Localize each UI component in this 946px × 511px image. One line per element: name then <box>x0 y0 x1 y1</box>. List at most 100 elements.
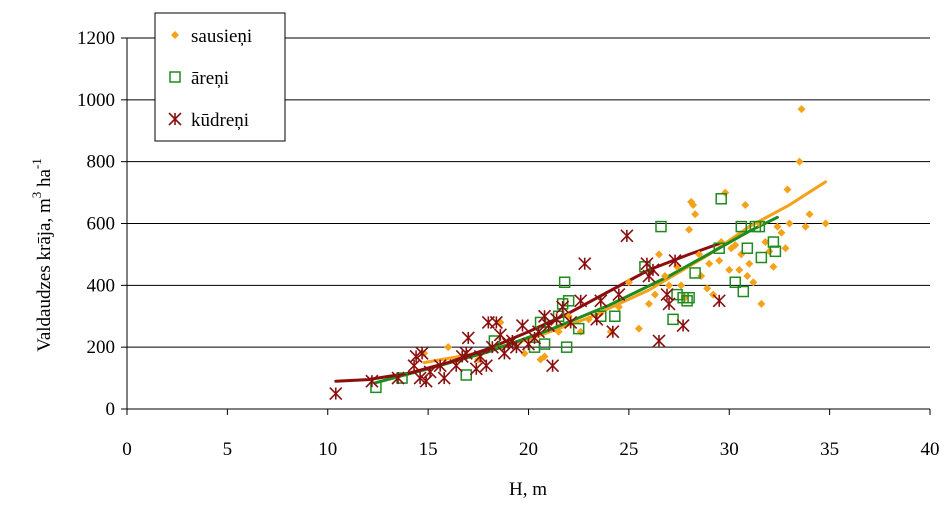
y-axis-label-unit: ha <box>34 169 55 192</box>
point-2-39 <box>594 294 608 308</box>
point-0-13 <box>614 302 623 311</box>
point-2-10 <box>437 371 451 385</box>
point-2-0 <box>329 386 343 401</box>
point-2-8 <box>423 365 437 379</box>
point-0-7 <box>554 327 563 336</box>
x-tick-label-5: 5 <box>223 439 233 460</box>
point-1-30 <box>753 220 766 233</box>
point-2-6 <box>415 346 429 360</box>
point-2-29 <box>531 325 546 339</box>
point-1-14 <box>609 310 621 322</box>
point-1-2 <box>460 369 473 381</box>
point-1-10 <box>560 341 573 353</box>
point-1-25 <box>729 276 742 288</box>
point-2-40 <box>606 325 620 339</box>
point-0-18 <box>654 250 663 259</box>
point-0-6 <box>540 352 549 361</box>
legend-label-2: kūdreņi <box>191 110 249 131</box>
tick-labels: 0 200 400 600 800 1000 1200 0 5 10 15 20 25 30 35 40 <box>77 28 940 460</box>
point-0-26 <box>689 200 698 209</box>
point-2-35 <box>564 315 578 329</box>
point-0-16 <box>644 299 653 308</box>
x-tick-label-30: 30 <box>720 439 739 460</box>
point-2-46 <box>660 288 674 302</box>
data-points <box>329 105 830 401</box>
x-axis-label: H, m <box>509 479 547 500</box>
point-2-3 <box>407 359 421 373</box>
point-0-36 <box>725 265 734 274</box>
x-tick-label-25: 25 <box>619 439 638 460</box>
point-2-36 <box>574 294 588 308</box>
point-0-27 <box>691 210 700 219</box>
point-2-47 <box>662 297 676 311</box>
x-tick-label-15: 15 <box>419 439 438 460</box>
y-axis-label-sup2: -1 <box>29 158 44 169</box>
point-2-45 <box>652 334 666 348</box>
point-1-20 <box>681 295 693 307</box>
point-0-17 <box>650 290 659 299</box>
point-0-51 <box>777 228 786 237</box>
x-tick-label-40: 40 <box>921 439 940 460</box>
point-2-2 <box>391 371 405 385</box>
point-2-19 <box>485 340 499 354</box>
point-0-29 <box>697 272 706 281</box>
point-2-37 <box>578 257 592 271</box>
point-0-20 <box>665 281 674 290</box>
point-0-35 <box>721 188 730 197</box>
point-2-26 <box>515 318 530 333</box>
point-0-34 <box>717 238 726 247</box>
x-tick-label-35: 35 <box>820 439 839 460</box>
point-1-28 <box>741 242 754 254</box>
point-0-3 <box>496 318 505 327</box>
point-1-18 <box>671 288 683 301</box>
point-1-27 <box>737 285 750 298</box>
legend-marker-0 <box>171 31 179 39</box>
point-1-12 <box>572 322 585 335</box>
y-tick-label-600: 600 <box>87 214 116 235</box>
point-1-21 <box>683 291 695 304</box>
point-2-9 <box>433 359 447 373</box>
point-0-4 <box>520 349 529 358</box>
legend-marker-2 <box>168 112 182 126</box>
point-1-24 <box>715 193 727 205</box>
point-0-52 <box>781 244 790 253</box>
point-0-59 <box>805 210 814 219</box>
point-0-42 <box>743 272 752 281</box>
y-tick-label-0: 0 <box>106 399 116 420</box>
point-0-41 <box>741 200 750 209</box>
point-2-13 <box>459 346 473 360</box>
point-0-40 <box>737 250 746 259</box>
point-2-31 <box>542 318 556 333</box>
point-2-20 <box>489 315 503 329</box>
point-0-57 <box>801 222 810 231</box>
point-1-19 <box>677 291 689 304</box>
point-1-33 <box>769 245 782 258</box>
point-0-39 <box>735 265 744 274</box>
point-1-0 <box>370 381 382 394</box>
point-2-14 <box>461 331 475 345</box>
point-2-32 <box>546 359 560 373</box>
point-2-38 <box>590 312 604 326</box>
point-0-30 <box>703 284 712 293</box>
point-0-50 <box>773 222 782 231</box>
point-2-25 <box>509 340 524 354</box>
point-0-53 <box>783 185 792 194</box>
point-2-21 <box>493 328 507 342</box>
point-0-14 <box>624 278 633 287</box>
point-0-22 <box>677 281 686 290</box>
point-0-46 <box>757 299 766 308</box>
trend-line-1 <box>374 215 779 385</box>
point-1-22 <box>689 267 701 279</box>
point-0-49 <box>769 262 778 271</box>
point-0-15 <box>634 324 643 333</box>
y-axis-label-text: Valdaudzes krāja, m <box>34 198 55 352</box>
point-0-54 <box>785 219 794 228</box>
point-0-48 <box>765 247 774 256</box>
point-0-33 <box>715 256 724 265</box>
point-0-24 <box>685 225 694 234</box>
legend: sausieņi āreņi kūdreņi <box>154 12 286 142</box>
point-2-33 <box>550 312 564 326</box>
legend-marker-1 <box>169 71 181 83</box>
legend-label-1: āreņi <box>191 68 229 89</box>
